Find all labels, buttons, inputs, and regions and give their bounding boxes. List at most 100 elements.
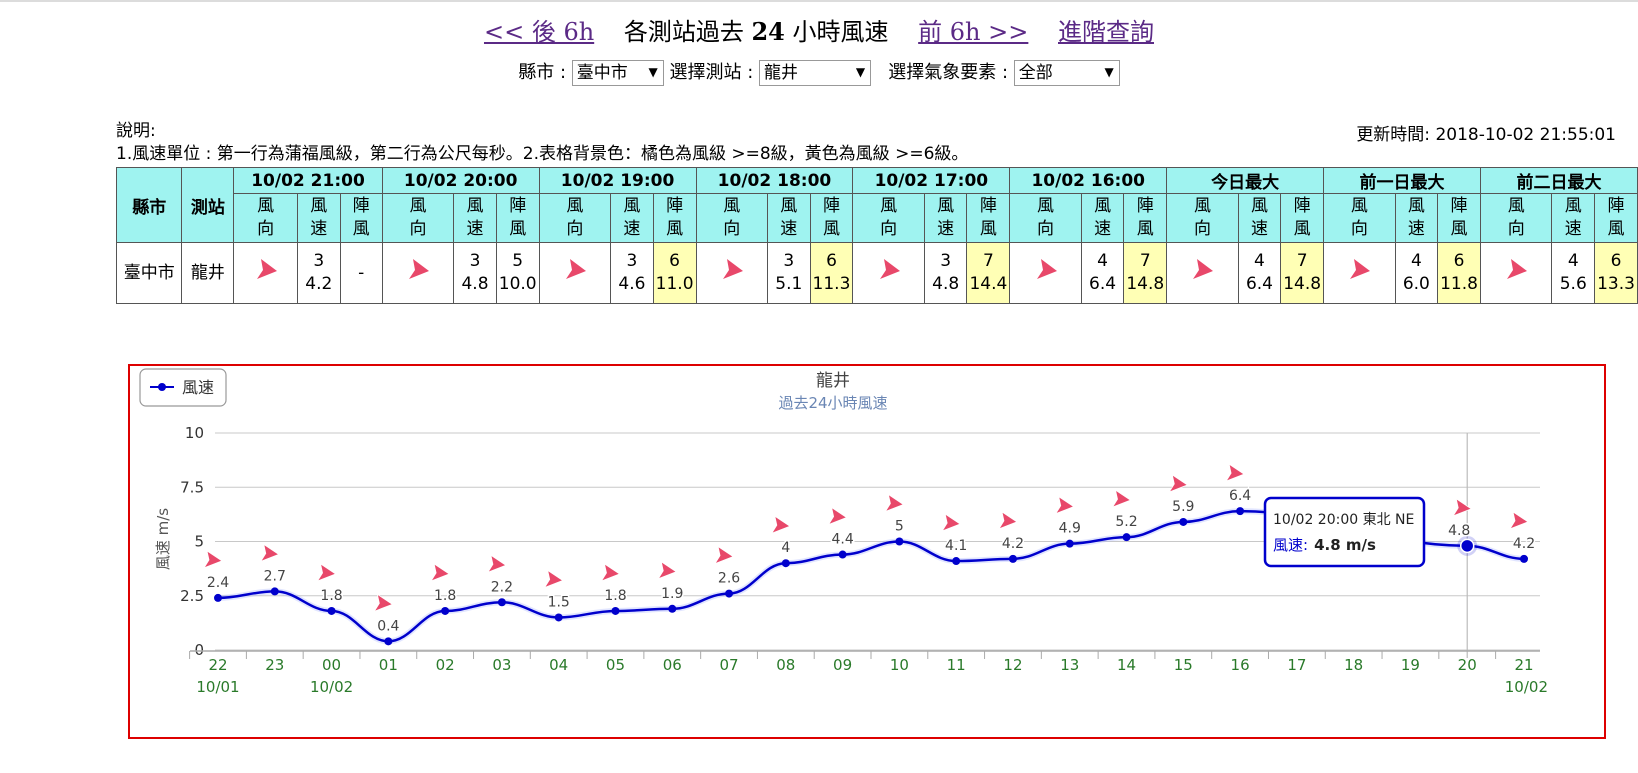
forward-6h-link[interactable]: 前 6h >>: [918, 18, 1029, 46]
gust-level: 7: [1139, 251, 1151, 271]
gust-ms: 14.4: [969, 274, 1008, 294]
wind-direction-header: 風向: [1166, 193, 1239, 243]
table-time-header: 10/02 20:00: [381, 167, 540, 194]
x-tick-label: 12: [1003, 656, 1022, 674]
selector-bar: 縣市 : 臺中市 ▼ 選擇測站 : 龍井 ▼ 選擇氣象要素 : 全部 ▼: [0, 58, 1638, 86]
data-label: 1.9: [661, 586, 683, 602]
data-point[interactable]: [611, 606, 620, 615]
table-group-header-row: 縣市 測站 10/02 21:00 10/02 20:00 10/02 19:00 1…: [115, 167, 1638, 243]
header-char: 陣: [1293, 196, 1311, 216]
station-select[interactable]: 龍井 ▼: [759, 60, 872, 86]
county-select[interactable]: 臺中市 ▼: [571, 60, 664, 86]
header-char: 陣: [666, 196, 684, 216]
notes-title: 說明:: [116, 121, 156, 141]
data-point[interactable]: [1065, 539, 1074, 548]
speed-ms: 5.6: [1559, 274, 1587, 294]
wind-speed-header: 風速: [1551, 193, 1595, 243]
chart-title: 龍井: [816, 371, 850, 391]
tooltip-value: 4.8 m/s: [1314, 536, 1376, 554]
data-point[interactable]: [1236, 507, 1245, 516]
data-point[interactable]: [1459, 538, 1475, 554]
data-label: 1.8: [434, 588, 456, 604]
x-tick-label: 11: [947, 656, 966, 674]
notes-line: 1.風速單位 : 第一行為蒲福風級，第二行為公尺每秒。2.表格背景色：橘色為風級…: [116, 144, 969, 164]
header-char: 風: [880, 196, 898, 216]
data-point[interactable]: [725, 589, 734, 598]
x-tick-label: 15: [1174, 656, 1193, 674]
wind-speed-cell: 4 6.0: [1394, 242, 1439, 304]
header-char: 向: [566, 219, 584, 239]
data-point[interactable]: [384, 637, 393, 646]
beaufort-level: 3: [783, 251, 795, 271]
table-time-header: 前二日最大: [1479, 167, 1638, 194]
data-point[interactable]: [1520, 554, 1528, 563]
table-time-header: 10/02 18:00: [695, 167, 854, 194]
data-label: 2.2: [491, 579, 513, 595]
header-char: 風: [466, 196, 484, 216]
wind-direction-header: 風向: [1323, 193, 1396, 243]
header-char: 風: [257, 196, 275, 216]
header-char: 風: [1250, 196, 1268, 216]
x-tick-label: 13: [1060, 656, 1079, 674]
data-point[interactable]: [895, 537, 904, 546]
header-char: 向: [1350, 219, 1368, 239]
wind-arrow-icon: [1111, 489, 1132, 508]
gust-cell: 6 11.8: [1437, 242, 1481, 304]
data-point[interactable]: [441, 606, 450, 615]
data-point[interactable]: [952, 557, 961, 566]
speed-ms: 4.8: [461, 274, 489, 294]
gust-cell: 6 11.0: [652, 242, 697, 304]
x-tick-label: 08: [776, 656, 795, 674]
y-tick-label: 10: [185, 424, 204, 442]
data-point[interactable]: [781, 559, 790, 568]
data-point[interactable]: [554, 613, 563, 622]
top-border: [0, 0, 1638, 2]
header-char: 向: [723, 219, 741, 239]
gust-level: 6: [669, 251, 680, 271]
data-point[interactable]: [838, 550, 847, 559]
data-point[interactable]: [1008, 554, 1017, 563]
wind-speed-header: 風速: [767, 193, 811, 243]
x-tick-label: 07: [719, 656, 738, 674]
wind-direction-cell: [852, 242, 925, 304]
header-char: 風: [1407, 196, 1425, 216]
header-char: 速: [466, 219, 484, 239]
beaufort-level: 3: [469, 251, 481, 271]
advanced-query-link[interactable]: 進階查詢: [1058, 18, 1154, 46]
gust-header: 陣風: [1594, 193, 1638, 243]
header-char: 陣: [979, 196, 997, 216]
data-point[interactable]: [497, 598, 506, 607]
data-point[interactable]: [668, 604, 677, 613]
legend[interactable]: 風速: [139, 368, 227, 407]
wind-arrow-icon: [1509, 510, 1529, 530]
data-label: 2.6: [718, 571, 740, 587]
data-label: 2.7: [264, 568, 286, 584]
data-point[interactable]: [327, 606, 336, 615]
header-char: 風: [1193, 196, 1211, 216]
wind-direction-cell: [1009, 242, 1082, 304]
notes: 說明: 1.風速單位 : 第一行為蒲福風級，第二行為公尺每秒。2.表格背景色：橘…: [116, 120, 968, 166]
wind-direction-icon: [1507, 258, 1528, 279]
header-char: 風: [566, 196, 584, 216]
wind-speed-cell: 3 4.8: [923, 242, 968, 304]
header-char: 速: [1094, 219, 1112, 239]
header-char: 向: [257, 219, 275, 239]
table-time-header: 10/02 19:00: [538, 167, 697, 194]
chart-subtitle: 過去24小時風速: [778, 394, 887, 412]
speed-ms: 4.8: [932, 274, 960, 294]
header-char: 風: [822, 219, 840, 239]
table-time-header: 前一日最大: [1323, 167, 1481, 194]
data-point[interactable]: [1179, 517, 1188, 526]
data-point[interactable]: [270, 587, 279, 596]
data-point[interactable]: [1122, 533, 1131, 542]
table-row: 臺中市 龍井 3 4.2-3 4.8 5 10.0 3 4.6 6 11.0 3 5.1 6 11.3 3…: [115, 242, 1638, 304]
gust-header: 陣風: [495, 193, 540, 243]
wind-arrow-icon: [884, 493, 905, 513]
county-label: 縣市 :: [518, 62, 567, 83]
x-tick-label: 16: [1231, 656, 1250, 674]
back-6h-link[interactable]: << 後 6h: [483, 18, 595, 46]
header-char: 速: [1564, 219, 1582, 239]
element-select[interactable]: 全部 ▼: [1013, 60, 1120, 86]
data-point[interactable]: [214, 593, 222, 602]
data-label: 4: [781, 540, 790, 556]
